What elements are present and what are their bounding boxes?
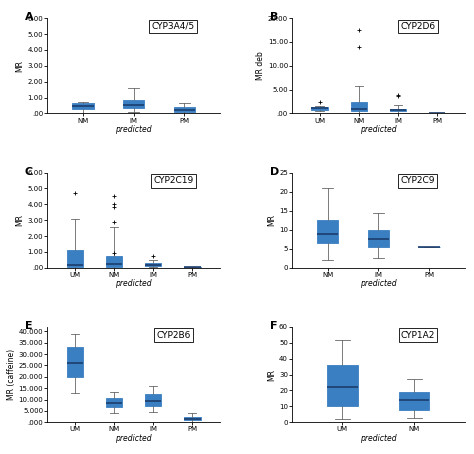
Text: CYP3A4/5: CYP3A4/5 xyxy=(152,22,195,31)
PathPatch shape xyxy=(390,109,406,111)
Text: F: F xyxy=(270,321,277,331)
PathPatch shape xyxy=(184,417,201,420)
X-axis label: predicted: predicted xyxy=(115,125,152,134)
PathPatch shape xyxy=(328,365,357,406)
Text: CYP2C19: CYP2C19 xyxy=(153,176,193,185)
Text: E: E xyxy=(25,321,33,331)
PathPatch shape xyxy=(66,347,83,377)
Y-axis label: MR: MR xyxy=(16,60,25,72)
PathPatch shape xyxy=(145,263,161,266)
X-axis label: predicted: predicted xyxy=(115,434,152,443)
Text: D: D xyxy=(270,167,279,177)
Y-axis label: MR: MR xyxy=(16,214,25,226)
Y-axis label: MR: MR xyxy=(267,369,276,380)
Text: B: B xyxy=(270,12,278,22)
Text: CYP1A2: CYP1A2 xyxy=(401,331,435,340)
X-axis label: predicted: predicted xyxy=(115,279,152,288)
PathPatch shape xyxy=(106,256,122,266)
X-axis label: predicted: predicted xyxy=(360,279,397,288)
PathPatch shape xyxy=(173,107,195,112)
PathPatch shape xyxy=(184,267,201,268)
Text: CYP2B6: CYP2B6 xyxy=(156,331,191,340)
PathPatch shape xyxy=(399,392,429,410)
Text: CYP2C9: CYP2C9 xyxy=(401,176,435,185)
Text: A: A xyxy=(25,12,34,22)
X-axis label: predicted: predicted xyxy=(360,434,397,443)
Y-axis label: MR: MR xyxy=(267,214,276,226)
PathPatch shape xyxy=(351,103,367,111)
PathPatch shape xyxy=(123,100,144,108)
Y-axis label: MR (caffeine): MR (caffeine) xyxy=(7,349,16,400)
PathPatch shape xyxy=(106,399,122,408)
PathPatch shape xyxy=(311,107,328,109)
Y-axis label: MR deb: MR deb xyxy=(256,51,265,80)
PathPatch shape xyxy=(72,103,93,109)
X-axis label: predicted: predicted xyxy=(360,125,397,134)
PathPatch shape xyxy=(145,394,161,406)
Text: CYP2D6: CYP2D6 xyxy=(401,22,436,31)
Text: C: C xyxy=(25,167,33,177)
PathPatch shape xyxy=(317,220,338,243)
PathPatch shape xyxy=(368,230,389,247)
PathPatch shape xyxy=(66,250,83,266)
